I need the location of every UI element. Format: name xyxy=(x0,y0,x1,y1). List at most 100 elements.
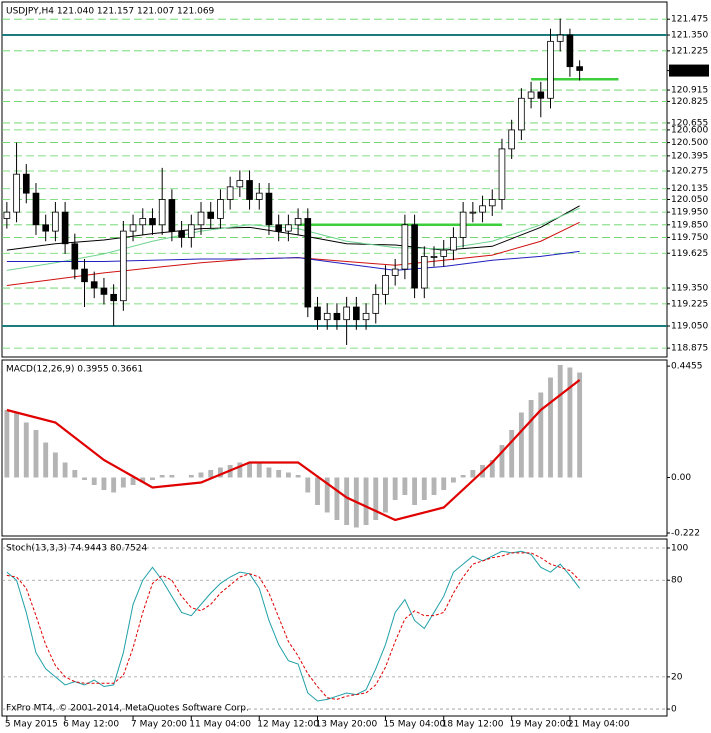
y-tick-label: 119.850 xyxy=(671,220,708,230)
price-panel xyxy=(1,1,668,358)
x-tick-label: 19 May 20:00 xyxy=(510,720,572,730)
candle-body xyxy=(508,129,515,150)
y-tick-label: 100 xyxy=(671,544,688,554)
candle-body xyxy=(61,211,69,245)
histogram-bar xyxy=(43,442,49,478)
histogram-bar xyxy=(499,445,505,478)
candle-body xyxy=(197,211,205,226)
candle-body xyxy=(265,192,273,226)
candle-body xyxy=(90,281,98,289)
histogram-bar xyxy=(528,400,534,478)
histogram-bar xyxy=(150,477,155,480)
y-tick-label: 119.625 xyxy=(671,249,708,259)
histogram-bar xyxy=(285,472,291,478)
histogram-bar xyxy=(169,475,175,478)
x-tick-label: 13 May 20:00 xyxy=(316,720,378,730)
candle-body xyxy=(411,224,418,289)
candle-body xyxy=(469,211,477,214)
histogram-bar xyxy=(295,475,301,478)
histogram-bar xyxy=(33,430,39,478)
candle-body xyxy=(52,211,59,232)
histogram-bar xyxy=(402,477,408,495)
x-tick-label: 18 May 12:00 xyxy=(442,720,504,730)
candle-body xyxy=(207,211,215,219)
panel-title: MACD(12,26,9) 0.3955 0.3661 xyxy=(6,365,143,375)
histogram-bar xyxy=(518,412,524,478)
macd-panel xyxy=(1,359,668,537)
histogram-bar xyxy=(334,477,340,520)
candle-body xyxy=(372,293,380,314)
candle-body xyxy=(576,66,583,71)
histogram-bar xyxy=(392,477,398,500)
candle-body xyxy=(537,91,545,99)
candle-body xyxy=(168,199,176,232)
y-tick-label: 20 xyxy=(671,672,683,682)
histogram-bar xyxy=(159,475,165,478)
candle-body xyxy=(333,312,341,321)
current-price-box xyxy=(669,64,709,77)
histogram-bar xyxy=(577,372,583,478)
y-tick-label: 120.825 xyxy=(671,97,708,107)
candle-body xyxy=(430,256,438,258)
y-tick-label: 120.135 xyxy=(671,184,708,194)
panel-title: USDJPY,H4 121.040 121.157 121.007 121.06… xyxy=(6,7,215,17)
candle-body xyxy=(566,34,574,68)
histogram-bar xyxy=(305,477,311,493)
candle-body xyxy=(178,230,185,238)
histogram-bar xyxy=(101,477,107,490)
histogram-bar xyxy=(218,467,223,478)
histogram-bar xyxy=(111,477,117,493)
candle-body xyxy=(158,199,166,226)
histogram-bar xyxy=(441,477,447,490)
candle-body xyxy=(187,224,195,238)
histogram-bar xyxy=(198,472,204,478)
candle-body xyxy=(275,224,282,232)
stoch-line xyxy=(6,552,580,700)
candle-body xyxy=(217,199,224,219)
candle-body xyxy=(255,192,263,200)
candle-body xyxy=(353,306,360,321)
histogram-bar xyxy=(208,470,214,478)
candle-body xyxy=(420,256,428,289)
candle-body xyxy=(236,180,244,188)
x-tick-label: 6 May 12:00 xyxy=(63,720,119,730)
y-tick-label: 118.875 xyxy=(671,344,708,354)
histogram-bar xyxy=(256,462,262,478)
histogram-bar xyxy=(23,422,29,478)
x-tick-label: 11 May 04:00 xyxy=(189,720,251,730)
y-tick-label: 119.050 xyxy=(671,322,708,332)
stoch-panel xyxy=(1,538,668,717)
candle-body xyxy=(149,218,156,226)
histogram-bar xyxy=(548,377,553,478)
y-tick-label: 120.600 xyxy=(671,125,708,135)
histogram-bar xyxy=(421,477,427,500)
y-tick-label: 121.350 xyxy=(671,31,708,41)
candle-body xyxy=(139,218,147,226)
candle-body xyxy=(382,274,389,295)
indicator-line xyxy=(6,379,581,522)
histogram-bar xyxy=(450,477,456,483)
histogram-bar xyxy=(72,470,78,478)
histogram-bar xyxy=(383,477,388,513)
histogram-bar xyxy=(188,475,194,478)
candle-body xyxy=(71,243,79,270)
candle-body xyxy=(440,249,448,257)
y-tick-label: 120.275 xyxy=(671,167,708,177)
histogram-bar xyxy=(237,462,243,478)
candle-body xyxy=(314,306,321,321)
histogram-bar xyxy=(52,452,58,478)
panel-title: Stoch(13,3,3) 74.9443 80.7524 xyxy=(6,544,147,554)
y-tick-label: 0.00 xyxy=(671,473,691,483)
candle-body xyxy=(226,186,234,200)
candle-body xyxy=(100,287,108,295)
copyright: FxPro MT4, © 2001-2014, MetaQuotes Softw… xyxy=(6,704,249,714)
candle-body xyxy=(32,192,40,226)
candle-body xyxy=(343,306,350,321)
y-tick-label: 120.500 xyxy=(671,138,708,148)
candle-body xyxy=(450,237,457,251)
candle-body xyxy=(518,97,525,131)
indicator-line xyxy=(6,250,580,271)
histogram-bar xyxy=(567,367,573,478)
candle-body xyxy=(401,224,409,270)
